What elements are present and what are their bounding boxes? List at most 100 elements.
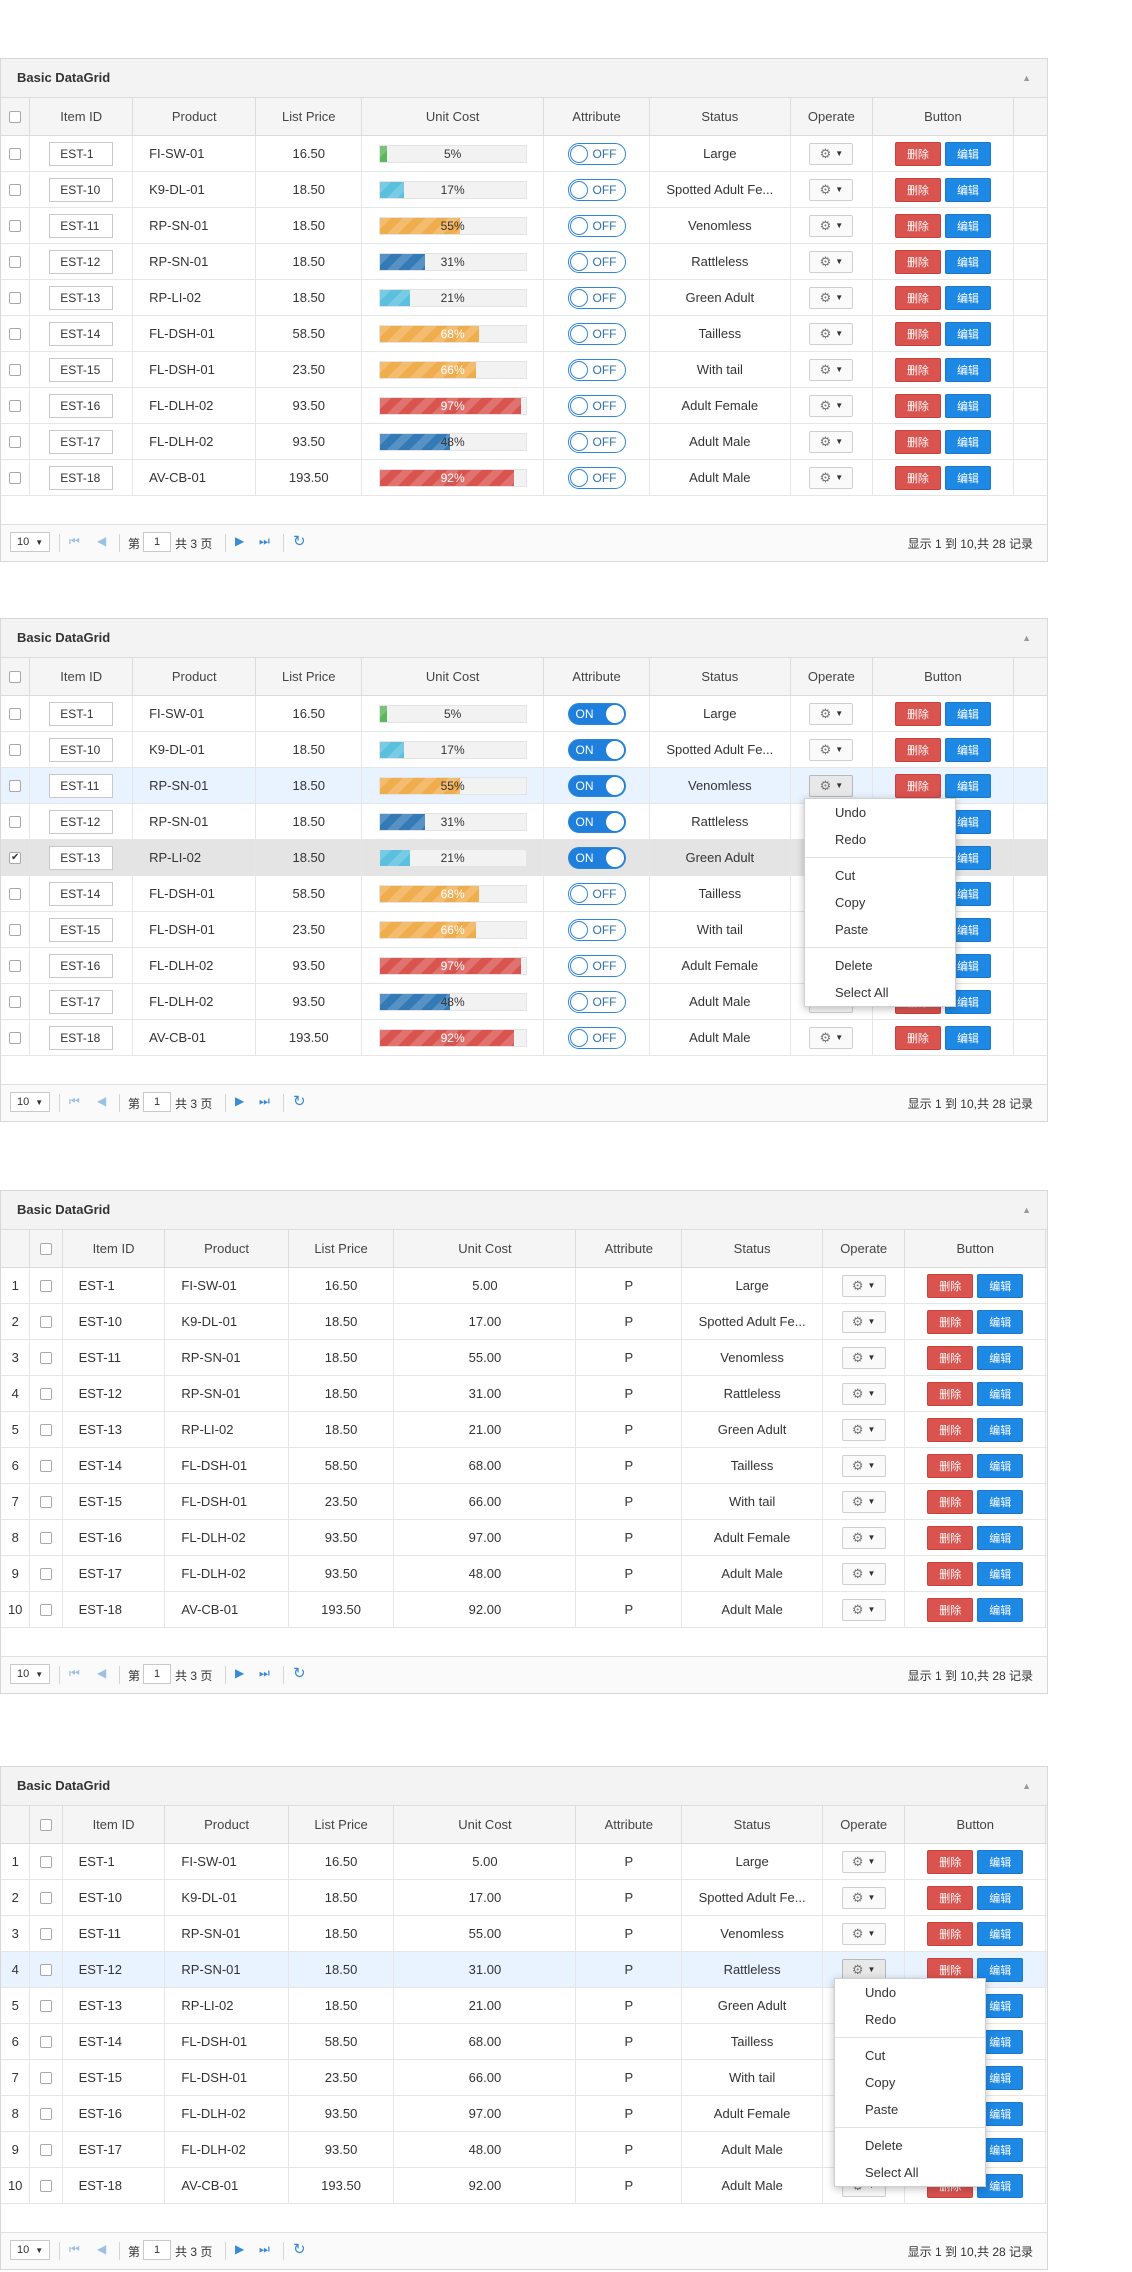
delete-button[interactable]: 删除 bbox=[927, 1273, 974, 1298]
last-page-icon[interactable]: ⏭ bbox=[259, 534, 270, 548]
operate-dropdown-button[interactable]: ⚙▼ bbox=[809, 394, 854, 417]
delete-button[interactable]: 删除 bbox=[894, 141, 941, 166]
table-row[interactable]: EST-12 RP-SN-01 18.50 31% OFF Rattleless ⚙ ▼ 删除编… bbox=[1, 244, 1047, 280]
menu-item-copy[interactable]: Copy bbox=[865, 2075, 896, 2090]
table-row[interactable]: 1 EST-1 FI-SW-01 16.50 5.00 P Large ⚙ ▼ 删除 编辑 bbox=[1, 1268, 1047, 1304]
table-row[interactable]: EST-1 FI-SW-01 16.50 5% ON Large ⚙ ▼ 删除 编辑 bbox=[1, 696, 1047, 732]
table-row[interactable]: EST-17 FL-DLH-02 93.50 48% OFF Adult Male ⚙▼ 删除… bbox=[1, 424, 1047, 460]
operate-dropdown-button[interactable]: ⚙▼ bbox=[809, 250, 854, 273]
operate-dropdown-button[interactable]: ⚙▼ bbox=[841, 1850, 886, 1873]
edit-button[interactable]: 编辑 bbox=[977, 1597, 1024, 1622]
table-row[interactable]: EST-10 K9-DL-01 18.50 17% OFF Spotted Adult F… bbox=[1, 172, 1047, 208]
refresh-icon[interactable]: ↻ bbox=[293, 2241, 306, 2258]
row-checkbox[interactable]: ✔ bbox=[9, 851, 22, 864]
operate-dropdown-button[interactable]: ⚙▼ bbox=[841, 1310, 886, 1333]
item-id-input[interactable]: EST-17 bbox=[49, 429, 114, 454]
page-number-input[interactable]: 1 bbox=[143, 1092, 171, 1112]
attribute-toggle[interactable]: OFF bbox=[567, 214, 626, 237]
table-row[interactable]: EST-16 FL-DLH-02 93.50 97% OFF Adult Female ⚙▼… bbox=[1, 388, 1047, 424]
delete-button[interactable]: 删除 bbox=[894, 701, 941, 726]
attribute-toggle[interactable]: OFF bbox=[567, 178, 626, 201]
delete-button[interactable]: 删除 bbox=[894, 1025, 941, 1050]
select-all-checkbox[interactable] bbox=[40, 1242, 52, 1255]
operate-dropdown-button[interactable]: ⚙▼ bbox=[841, 1418, 886, 1441]
row-checkbox[interactable] bbox=[9, 707, 22, 720]
edit-button[interactable]: 编辑 bbox=[977, 1345, 1024, 1370]
attribute-toggle[interactable]: OFF bbox=[567, 142, 626, 165]
table-row[interactable]: EST-13 RP-LI-02 18.50 21% OFF Green Adult ⚙ ▼ 删除… bbox=[1, 280, 1047, 316]
prev-page-icon[interactable]: ◀ bbox=[97, 534, 107, 548]
delete-button[interactable]: 删除 bbox=[894, 429, 941, 454]
delete-button[interactable]: 删除 bbox=[927, 1921, 974, 1946]
row-checkbox[interactable] bbox=[40, 2107, 52, 2120]
attribute-toggle[interactable]: ON bbox=[567, 738, 626, 761]
row-checkbox[interactable] bbox=[9, 471, 22, 484]
table-row[interactable]: 8 EST-16 FL-DLH-02 93.50 97.00 P Adult Female ⚙… bbox=[1, 1520, 1047, 1556]
item-id-input[interactable]: EST-16 bbox=[49, 393, 114, 418]
delete-button[interactable]: 删除 bbox=[927, 1381, 974, 1406]
row-checkbox[interactable] bbox=[40, 1531, 52, 1544]
delete-button[interactable]: 删除 bbox=[894, 321, 941, 346]
menu-item-select-all[interactable]: Select All bbox=[865, 2165, 919, 2180]
edit-button[interactable]: 编辑 bbox=[977, 1561, 1024, 1586]
row-checkbox[interactable] bbox=[9, 291, 22, 304]
edit-button[interactable]: 编辑 bbox=[944, 773, 991, 798]
edit-button[interactable]: 编辑 bbox=[977, 1309, 1024, 1334]
delete-button[interactable]: 删除 bbox=[894, 357, 941, 382]
delete-button[interactable]: 删除 bbox=[894, 737, 941, 762]
item-id-input[interactable]: EST-1 bbox=[49, 141, 114, 166]
row-checkbox[interactable] bbox=[9, 887, 22, 900]
menu-item-copy[interactable]: Copy bbox=[835, 895, 866, 910]
attribute-toggle[interactable]: ON bbox=[567, 702, 626, 725]
edit-button[interactable]: 编辑 bbox=[944, 701, 991, 726]
edit-button[interactable]: 编辑 bbox=[944, 321, 991, 346]
operate-dropdown-button[interactable]: ⚙▼ bbox=[841, 1562, 886, 1585]
row-checkbox[interactable] bbox=[40, 1855, 52, 1868]
row-checkbox[interactable] bbox=[9, 995, 22, 1008]
table-row[interactable]: 4 EST-12 RP-SN-01 18.50 31.00 P Rattleless ⚙ ▼ 删除… bbox=[1, 1376, 1047, 1412]
row-checkbox[interactable] bbox=[40, 1315, 52, 1328]
row-checkbox[interactable] bbox=[9, 779, 22, 792]
table-row[interactable]: 3 EST-11 RP-SN-01 18.50 55.00 P Venomless ⚙ ▼ 删除编… bbox=[1, 1340, 1047, 1376]
row-checkbox[interactable] bbox=[9, 1031, 22, 1044]
delete-button[interactable]: 删除 bbox=[927, 1561, 974, 1586]
row-checkbox[interactable] bbox=[9, 219, 22, 232]
edit-button[interactable]: 编辑 bbox=[977, 1885, 1024, 1910]
refresh-icon[interactable]: ↻ bbox=[293, 1665, 306, 1682]
row-checkbox[interactable] bbox=[40, 1963, 52, 1976]
delete-button[interactable]: 删除 bbox=[927, 1597, 974, 1622]
row-checkbox[interactable] bbox=[40, 2035, 52, 2048]
item-id-input[interactable]: EST-14 bbox=[49, 881, 114, 906]
operate-dropdown-button[interactable]: ⚙▼ bbox=[841, 1274, 886, 1297]
menu-item-undo[interactable]: Undo bbox=[865, 1985, 897, 2000]
edit-button[interactable]: 编辑 bbox=[944, 1025, 991, 1050]
page-size-select[interactable]: 10 ▼ bbox=[10, 1092, 50, 1112]
table-row[interactable]: 10 EST-18 AV-CB-01 193.50 92.00 P Adult Male ⚙▼… bbox=[1, 1592, 1047, 1628]
operate-dropdown-button[interactable]: ⚙▼ bbox=[841, 1346, 886, 1369]
row-checkbox[interactable] bbox=[40, 2179, 52, 2192]
row-checkbox[interactable] bbox=[9, 743, 22, 756]
row-checkbox[interactable] bbox=[40, 2071, 52, 2084]
attribute-toggle[interactable]: OFF bbox=[567, 1026, 626, 1049]
row-checkbox[interactable] bbox=[40, 1279, 52, 1292]
item-id-input[interactable]: EST-10 bbox=[49, 177, 114, 202]
column-header-check[interactable] bbox=[1, 98, 31, 135]
item-id-input[interactable]: EST-18 bbox=[49, 465, 114, 490]
row-checkbox[interactable] bbox=[40, 1927, 52, 1940]
edit-button[interactable]: 编辑 bbox=[944, 737, 991, 762]
operate-dropdown-button[interactable]: ⚙▼ bbox=[841, 1382, 886, 1405]
first-page-icon[interactable]: ⏮ bbox=[69, 1094, 80, 1108]
prev-page-icon[interactable]: ◀ bbox=[97, 1094, 107, 1108]
delete-button[interactable]: 删除 bbox=[894, 285, 941, 310]
attribute-toggle[interactable]: OFF bbox=[567, 394, 626, 417]
attribute-toggle[interactable]: OFF bbox=[567, 286, 626, 309]
select-all-checkbox[interactable] bbox=[40, 1818, 52, 1831]
table-row[interactable]: EST-11 RP-SN-01 18.50 55% OFF Venomless ⚙ ▼ 删除 编辑 bbox=[1, 208, 1047, 244]
attribute-toggle[interactable]: ON bbox=[567, 846, 626, 869]
row-checkbox[interactable] bbox=[9, 959, 22, 972]
edit-button[interactable]: 编辑 bbox=[944, 285, 991, 310]
operate-dropdown-button[interactable]: ⚙▼ bbox=[841, 1922, 886, 1945]
row-checkbox[interactable] bbox=[40, 2143, 52, 2156]
operate-dropdown-button[interactable]: ⚙▼ bbox=[809, 286, 854, 309]
edit-button[interactable]: 编辑 bbox=[944, 249, 991, 274]
